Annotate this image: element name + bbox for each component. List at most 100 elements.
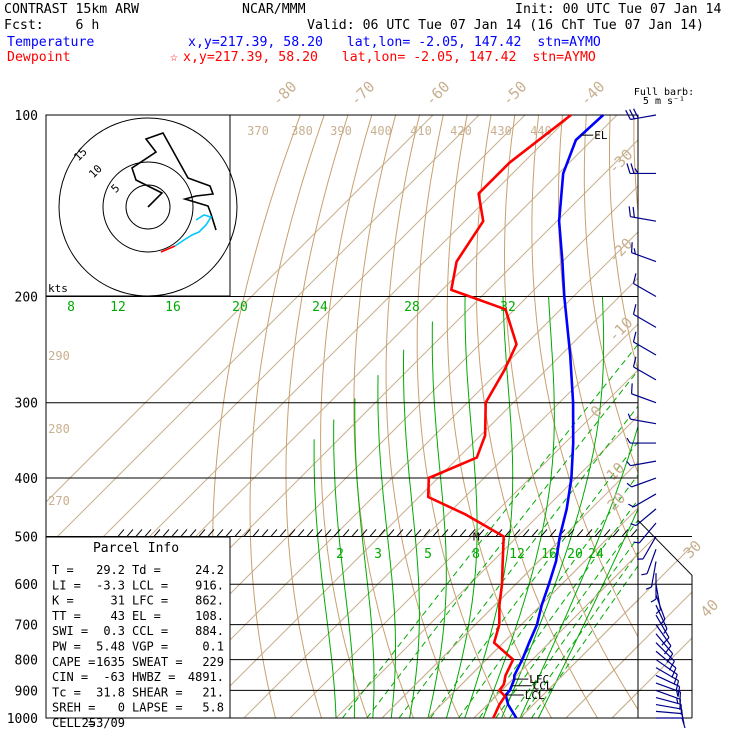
wind-barb-feather <box>660 618 666 625</box>
theta-label: 400 <box>370 124 392 138</box>
hatch-mark <box>414 529 422 537</box>
hatch-mark <box>225 529 233 537</box>
dry-adiabat-line <box>583 115 638 475</box>
hatch-mark <box>504 529 512 537</box>
pressure-tick-label: 400 <box>15 472 38 487</box>
mixing-ratio-label: 8 <box>67 300 75 315</box>
wind-barb-feather <box>632 331 637 343</box>
theta-label: 390 <box>330 124 352 138</box>
wind-barb-feather <box>632 206 635 218</box>
wind-barb <box>633 522 657 544</box>
wind-barb-feather <box>641 573 648 576</box>
theta-label: 420 <box>450 124 472 138</box>
wind-barb <box>655 604 668 634</box>
wind-barb-feather <box>676 697 679 704</box>
hatch-mark <box>585 529 593 537</box>
wind-barb-feather <box>666 653 674 663</box>
dewpoint-star-icon: ☆ <box>170 50 178 65</box>
lower-wedge-border <box>637 519 693 718</box>
parcel-param-value: 229 <box>202 655 224 669</box>
pressure-tick-label: 500 <box>15 530 38 545</box>
mixing-ratio-line <box>520 551 638 718</box>
hatch-mark <box>450 529 458 537</box>
hatch-mark <box>477 529 485 537</box>
mixing-ratio-label: 24 <box>312 300 328 315</box>
hatch-mark <box>180 529 188 537</box>
pressure-tick-label: 800 <box>15 654 38 669</box>
isotherm-tick-label: -50 <box>499 78 531 110</box>
wind-barb-feather <box>630 383 633 394</box>
moist-adiabat-line <box>377 375 396 718</box>
wind-barb-staff <box>650 561 657 588</box>
valid-time: Valid: 06 UTC Tue 07 Jan 14 (16 ChT Tue … <box>307 18 704 33</box>
wind-barb <box>630 242 657 263</box>
theta-label: 270 <box>48 494 70 508</box>
wind-barb-staff <box>655 584 662 610</box>
wind-barb-staff <box>633 341 657 356</box>
wind-barb <box>626 163 656 175</box>
parcel-param-value: -63 <box>103 670 125 684</box>
wind-barb-feather <box>630 523 637 527</box>
temperature-location: x,y=217.39, 58.20 lat,lon= -2.05, 147.42… <box>188 35 601 50</box>
mixing-ratio-line <box>366 369 638 718</box>
isotherm-tick-label: -60 <box>422 78 454 110</box>
wind-barb <box>630 383 657 404</box>
mixing-ratio-label: 3 <box>374 547 382 562</box>
wind-barb <box>655 614 670 646</box>
parcel-param-value: 43 <box>111 609 125 623</box>
mixing-ratio-label: 12 <box>110 300 126 315</box>
hatch-mark <box>621 529 629 537</box>
parcel-param-value: 29.2 <box>96 563 125 577</box>
parcel-param-value: 884. <box>195 624 224 638</box>
parcel-param-value: 0.3 <box>103 624 125 638</box>
wind-barb-feather <box>629 109 635 120</box>
mixing-ratio-label: 28 <box>404 300 420 315</box>
moist-adiabat-line <box>519 424 638 718</box>
dry-adiabat-line <box>249 115 325 718</box>
dry-adiabat-line <box>705 115 740 718</box>
parcel-param-label: HWBZ = <box>132 670 175 684</box>
parcel-param-label: LCL = <box>132 578 168 592</box>
wind-barb-staff <box>655 642 675 662</box>
hatch-mark <box>468 529 476 537</box>
hatch-mark <box>396 529 404 537</box>
wind-barb-staff <box>631 393 657 404</box>
theta-label: 430 <box>490 124 512 138</box>
hatch-mark <box>387 529 395 537</box>
wind-barb-staff <box>630 216 657 222</box>
wind-barb <box>655 697 683 715</box>
barb-legend-unit: 5 m s⁻¹ <box>643 96 685 107</box>
dry-adiabat-line <box>416 115 506 718</box>
wind-barb-feather <box>676 690 679 697</box>
mixing-ratio-label: 16 <box>165 300 181 315</box>
wind-barb <box>655 584 662 615</box>
isotherm-tick-label: -10 <box>605 314 637 346</box>
dry-adiabat-line <box>729 115 740 718</box>
pressure-tick-label: 300 <box>15 397 38 412</box>
theta-label: 280 <box>48 422 70 436</box>
isotherm-line <box>611 637 692 718</box>
hatch-mark <box>405 529 413 537</box>
dewpoint-legend-label: Dewpoint <box>7 50 71 65</box>
parcel-param-value: 31.8 <box>96 685 125 699</box>
model-title: CONTRAST 15km ARW <box>4 2 139 17</box>
hodograph-trace-lower <box>174 214 213 247</box>
wind-barb-feather <box>633 541 640 544</box>
wind-barb-feather <box>630 242 633 253</box>
hatch-mark <box>567 529 575 537</box>
temperature-profile-line <box>504 114 605 719</box>
wind-barb-staff <box>630 418 657 425</box>
el-label: EL <box>594 129 608 142</box>
isotherm-line <box>611 691 638 718</box>
mixing-ratio-label: 12 <box>509 547 525 562</box>
wind-barb <box>632 331 657 356</box>
pressure-tick-label: 200 <box>15 291 38 306</box>
wind-barb <box>655 667 680 691</box>
isotherm-line <box>565 591 692 718</box>
isotherm-tick-label: -40 <box>577 78 609 110</box>
wind-barb <box>628 206 657 222</box>
hatch-mark <box>207 529 215 537</box>
moist-adiabat-line <box>403 349 420 718</box>
temperature-legend-label: Temperature <box>7 35 95 50</box>
